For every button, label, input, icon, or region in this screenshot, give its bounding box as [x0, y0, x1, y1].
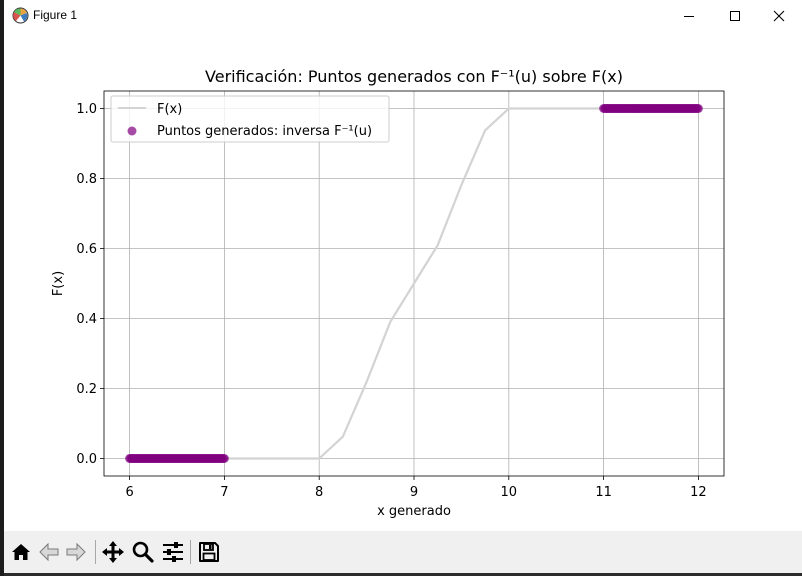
x-tick-label: 7 — [220, 485, 228, 500]
x-tick-label: 6 — [125, 485, 133, 500]
zoom-button[interactable] — [130, 539, 156, 565]
y-tick-label: 0.8 — [76, 172, 97, 187]
close-icon — [773, 10, 785, 21]
toolbar-separator — [95, 540, 96, 564]
x-tick-label: 9 — [410, 485, 418, 500]
minimize-button[interactable] — [666, 0, 712, 31]
cdf-line — [129, 107, 699, 460]
home-icon — [12, 544, 30, 560]
floppy-disk-icon — [199, 542, 219, 562]
arrow-right-icon — [66, 542, 86, 562]
y-tick-label: 0.4 — [76, 312, 97, 327]
legend-box — [110, 95, 390, 143]
navigation-toolbar — [4, 531, 802, 573]
generated-point — [219, 454, 229, 463]
magnifier-icon — [132, 541, 154, 563]
y-tick-label: 0.0 — [76, 452, 97, 467]
x-tick-label: 10 — [501, 485, 518, 500]
maximize-button[interactable] — [712, 0, 758, 31]
figure-window: Figure 1 6 7 8 9 10 11 12 0.0 0.2 0.4 0.6 0.8 1.0 Ve… — [4, 0, 802, 576]
chart[interactable]: 6 7 8 9 10 11 12 0.0 0.2 0.4 0.6 0.8 1.0 Verificació… — [4, 31, 802, 531]
legend-marker-swatch — [127, 126, 137, 136]
y-tick-label: 0.2 — [76, 382, 97, 397]
x-tick-label: 12 — [690, 485, 707, 500]
plot-canvas[interactable]: 6 7 8 9 10 11 12 0.0 0.2 0.4 0.6 0.8 1.0 Verificació… — [4, 31, 802, 531]
maximize-icon — [730, 10, 740, 21]
series-layer — [125, 104, 703, 463]
x-axis-label: x generado — [377, 504, 451, 519]
toolbar-separator — [190, 540, 191, 564]
generated-point — [693, 104, 703, 113]
matplotlib-icon — [12, 7, 29, 24]
ticks: 6 7 8 9 10 11 12 0.0 0.2 0.4 0.6 0.8 1.0 — [76, 102, 706, 500]
legend-label-line: F(x) — [157, 102, 182, 117]
configure-subplots-button[interactable] — [160, 539, 186, 565]
move-icon — [102, 541, 124, 563]
x-tick-label: 11 — [595, 485, 612, 500]
arrow-left-icon — [39, 542, 59, 562]
y-tick-label: 0.6 — [76, 242, 97, 257]
legend-label-scatter: Puntos generados: inversa F⁻¹(u) — [157, 124, 372, 139]
forward-button[interactable] — [63, 539, 89, 565]
x-tick-label: 8 — [315, 485, 323, 500]
home-button[interactable] — [8, 539, 34, 565]
back-button[interactable] — [36, 539, 62, 565]
minimize-icon — [684, 15, 694, 17]
y-axis-label: F(x) — [51, 271, 66, 296]
chart-title: Verificación: Puntos generados con F⁻¹(u… — [205, 67, 623, 86]
save-button[interactable] — [196, 539, 222, 565]
close-button[interactable] — [756, 0, 802, 31]
sliders-icon — [163, 542, 183, 562]
y-tick-label: 1.0 — [76, 102, 97, 117]
title-bar[interactable]: Figure 1 — [4, 0, 802, 31]
pan-button[interactable] — [100, 539, 126, 565]
window-title: Figure 1 — [33, 8, 78, 22]
window-bottom-border — [4, 573, 802, 576]
legend: F(x) Puntos generados: inversa F⁻¹(u) — [110, 95, 390, 143]
